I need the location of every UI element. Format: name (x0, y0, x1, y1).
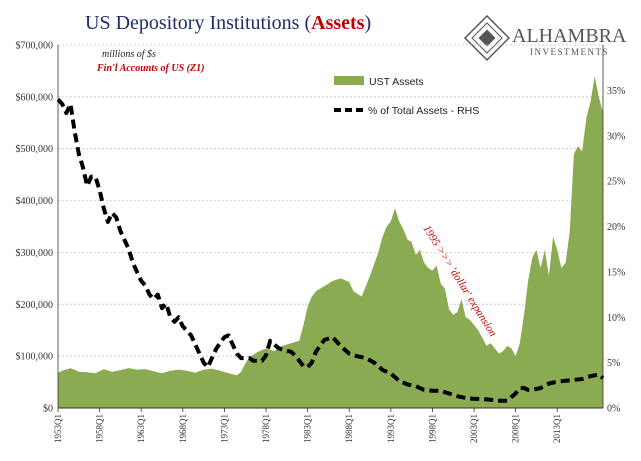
x-tick-label: 1958Q1 (95, 414, 105, 443)
legend-label-pct: % of Total Assets - RHS (368, 105, 479, 117)
legend-label-ust: UST Assets (369, 76, 424, 88)
x-tick-label: 2013Q1 (552, 414, 562, 443)
axes: $0 $100,000 $200,000 $300,000 $400,000 $500,0… (16, 41, 626, 444)
y-left-tick-label: $500,000 (16, 144, 54, 155)
y-left-tick-label: $400,000 (16, 196, 54, 207)
x-tick-label: 1968Q1 (178, 414, 188, 443)
x-tick-label: 1978Q1 (261, 414, 271, 443)
x-tick-label: 2008Q1 (511, 414, 521, 443)
y-right-tick-label: 15% (607, 267, 625, 278)
y-left-tick-label: $600,000 (16, 92, 54, 103)
pct-total-assets-line (56, 98, 605, 403)
x-tick-label: 1963Q1 (136, 414, 146, 443)
x-tick-label: 1993Q1 (386, 414, 396, 443)
title-suffix: ) (364, 12, 371, 34)
source-note: Fin'l Accounts of US (Z1) (96, 63, 204, 74)
y-right-tick-label: 0% (607, 404, 620, 415)
title-prefix: US Depository Institutions ( (85, 12, 311, 34)
y-left-tick-label: $700,000 (16, 41, 54, 52)
title-highlight: Assets (311, 12, 365, 34)
legend: UST Assets % of Total Assets - RHS (334, 76, 479, 117)
brand-sub: INVESTMENTS (530, 47, 609, 57)
y-right-tick-label: 10% (607, 313, 625, 324)
x-tick-label: 1973Q1 (219, 414, 229, 443)
units-note: millions of $s (102, 49, 156, 60)
legend-swatch-ust (334, 76, 364, 85)
y-right-tick-label: 25% (607, 177, 625, 188)
ust-assets-area (58, 76, 603, 408)
chart-title: US Depository Institutions (Assets) (85, 12, 371, 34)
y-left-tick-label: $300,000 (16, 248, 54, 259)
x-tick-label: 1983Q1 (303, 414, 313, 443)
y-left-tick-label: $200,000 (16, 300, 54, 311)
y-right-tick-label: 5% (607, 358, 620, 369)
y-right-tick-label: 30% (607, 131, 625, 142)
x-tick-label: 1953Q1 (53, 414, 63, 443)
area-layer (58, 76, 603, 408)
diamond-logo-icon (463, 14, 511, 62)
y-right-tick-label: 35% (607, 86, 625, 97)
x-tick-label: 1998Q1 (427, 414, 437, 443)
y-right-tick-label: 20% (607, 222, 625, 233)
brand-name: ALHAMBRA (512, 25, 627, 47)
x-tick-label: 1988Q1 (344, 414, 354, 443)
y-left-tick-label: $0 (43, 404, 53, 415)
line-layer (56, 98, 605, 403)
x-tick-label: 2003Q1 (469, 414, 479, 443)
y-left-tick-label: $100,000 (16, 352, 54, 363)
